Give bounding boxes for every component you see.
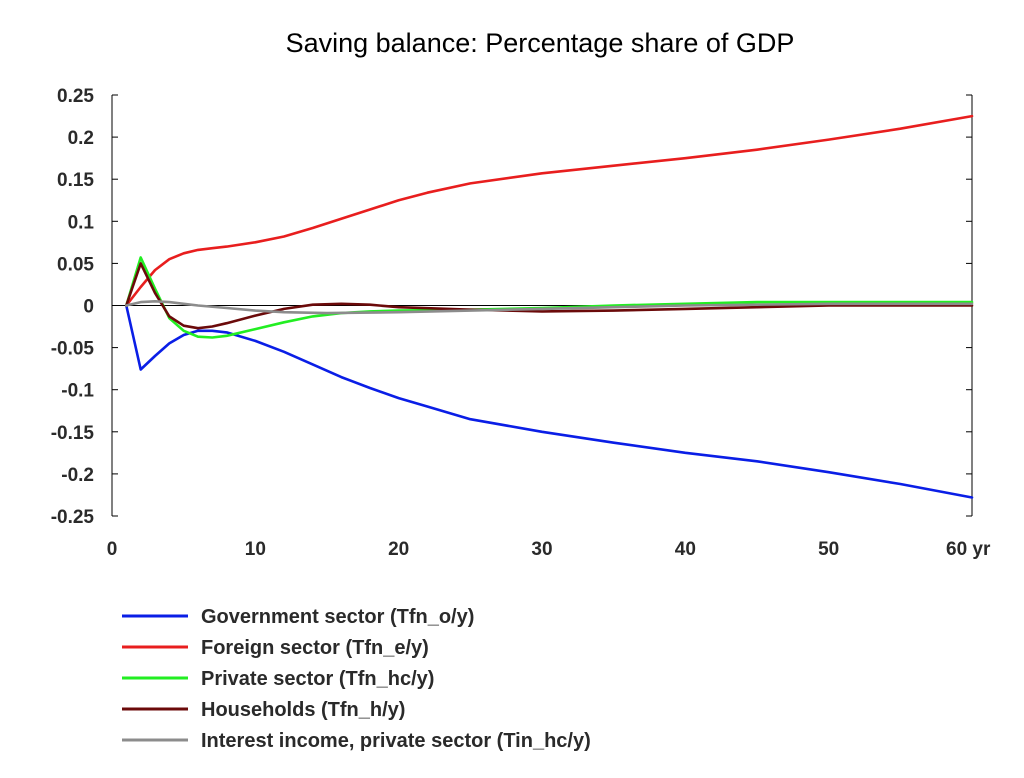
y-tick-label: -0.05 bbox=[51, 339, 95, 360]
y-tick-label: -0.15 bbox=[51, 423, 95, 444]
chart-legend: Government sector (Tfn_o/y) Foreign secto… bbox=[122, 606, 591, 752]
y-tick-label: 0.05 bbox=[57, 254, 94, 275]
legend-label-4: Households (Tfn_h/y) bbox=[201, 699, 405, 721]
chart-axes: 0.25 0.2 0.15 0.1 0.05 0 -0.05 -0.1 -0.15 -0.2 -0.… bbox=[51, 86, 991, 560]
legend-label-1: Government sector (Tfn_o/y) bbox=[201, 606, 474, 628]
series-line-4 bbox=[125, 262, 974, 330]
x-tick-label: 30 bbox=[531, 539, 552, 560]
y-tick-label: 0.25 bbox=[57, 86, 94, 107]
y-tick-label: 0 bbox=[83, 297, 94, 318]
series-line-1 bbox=[125, 304, 974, 499]
y-tick-label: -0.25 bbox=[51, 507, 95, 528]
x-tick-label: 60 yr bbox=[946, 539, 991, 560]
series-line-3 bbox=[125, 256, 974, 339]
x-tick-label: 40 bbox=[675, 539, 696, 560]
chart-series bbox=[125, 114, 974, 499]
y-tick-label: -0.1 bbox=[61, 381, 94, 402]
chart-title: Saving balance: Percentage share of GDP bbox=[286, 28, 795, 58]
y-tick-label: 0.1 bbox=[68, 212, 95, 233]
x-tick-label: 50 bbox=[818, 539, 839, 560]
x-tick-label: 0 bbox=[107, 539, 118, 560]
legend-label-2: Foreign sector (Tfn_e/y) bbox=[201, 637, 429, 659]
x-tick-label: 20 bbox=[388, 539, 409, 560]
y-tick-label: -0.2 bbox=[61, 465, 94, 486]
legend-label-5: Interest income, private sector (Tin_hc/… bbox=[201, 730, 591, 752]
series-line-5 bbox=[125, 299, 974, 315]
y-tick-label: 0.2 bbox=[68, 128, 94, 149]
series-line-2 bbox=[125, 114, 974, 307]
legend-label-3: Private sector (Tfn_hc/y) bbox=[201, 668, 434, 690]
x-tick-label: 10 bbox=[245, 539, 266, 560]
y-tick-label: 0.15 bbox=[57, 170, 94, 191]
